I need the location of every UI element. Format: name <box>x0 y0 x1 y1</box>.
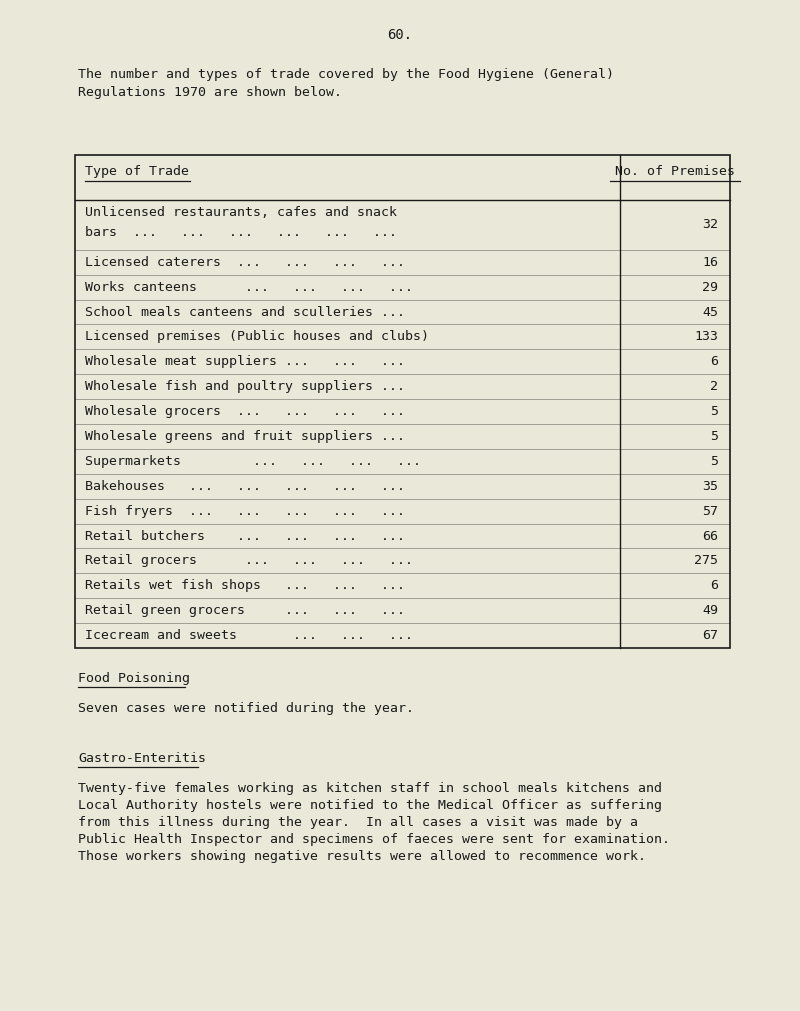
Text: Unlicensed restaurants, cafes and snack: Unlicensed restaurants, cafes and snack <box>85 206 397 219</box>
Text: No. of Premises: No. of Premises <box>615 165 735 178</box>
Text: Wholesale meat suppliers ...   ...   ...: Wholesale meat suppliers ... ... ... <box>85 355 405 368</box>
Text: Works canteens      ...   ...   ...   ...: Works canteens ... ... ... ... <box>85 281 413 293</box>
Text: Twenty-five females working as kitchen staff in school meals kitchens and: Twenty-five females working as kitchen s… <box>78 782 662 795</box>
Text: Type of Trade: Type of Trade <box>85 165 189 178</box>
Text: 6: 6 <box>710 579 718 592</box>
Text: 5: 5 <box>710 430 718 443</box>
Text: Public Health Inspector and specimens of faeces were sent for examination.: Public Health Inspector and specimens of… <box>78 833 670 846</box>
Text: 67: 67 <box>702 629 718 642</box>
Text: Food Poisoning: Food Poisoning <box>78 672 190 685</box>
Text: bars  ...   ...   ...   ...   ...   ...: bars ... ... ... ... ... ... <box>85 225 397 239</box>
Text: 275: 275 <box>694 554 718 567</box>
Text: Wholesale grocers  ...   ...   ...   ...: Wholesale grocers ... ... ... ... <box>85 405 405 419</box>
Text: 49: 49 <box>702 605 718 617</box>
Text: 57: 57 <box>702 504 718 518</box>
Text: School meals canteens and sculleries ...: School meals canteens and sculleries ... <box>85 305 405 318</box>
Text: Fish fryers  ...   ...   ...   ...   ...: Fish fryers ... ... ... ... ... <box>85 504 405 518</box>
Text: 45: 45 <box>702 305 718 318</box>
Text: Wholesale fish and poultry suppliers ...: Wholesale fish and poultry suppliers ... <box>85 380 405 393</box>
Text: Bakehouses   ...   ...   ...   ...   ...: Bakehouses ... ... ... ... ... <box>85 480 405 492</box>
Text: 35: 35 <box>702 480 718 492</box>
Text: Icecream and sweets       ...   ...   ...: Icecream and sweets ... ... ... <box>85 629 413 642</box>
Text: 29: 29 <box>702 281 718 293</box>
Text: Retails wet fish shops   ...   ...   ...: Retails wet fish shops ... ... ... <box>85 579 405 592</box>
Bar <box>75 155 730 648</box>
Text: Gastro-Enteritis: Gastro-Enteritis <box>78 752 206 765</box>
Text: from this illness during the year.  In all cases a visit was made by a: from this illness during the year. In al… <box>78 816 638 829</box>
Text: Licensed caterers  ...   ...   ...   ...: Licensed caterers ... ... ... ... <box>85 256 405 269</box>
Text: 2: 2 <box>710 380 718 393</box>
Text: 5: 5 <box>710 455 718 468</box>
Text: 6: 6 <box>710 355 718 368</box>
Text: Licensed premises (Public houses and clubs): Licensed premises (Public houses and clu… <box>85 331 429 344</box>
Text: Seven cases were notified during the year.: Seven cases were notified during the yea… <box>78 702 414 715</box>
Text: 16: 16 <box>702 256 718 269</box>
Text: Retail green grocers     ...   ...   ...: Retail green grocers ... ... ... <box>85 605 405 617</box>
Text: 66: 66 <box>702 530 718 543</box>
Text: Retail butchers    ...   ...   ...   ...: Retail butchers ... ... ... ... <box>85 530 405 543</box>
Text: Regulations 1970 are shown below.: Regulations 1970 are shown below. <box>78 86 342 99</box>
Text: The number and types of trade covered by the Food Hygiene (General): The number and types of trade covered by… <box>78 68 614 81</box>
Text: 133: 133 <box>694 331 718 344</box>
Text: 60.: 60. <box>387 28 413 42</box>
Text: 32: 32 <box>702 218 718 232</box>
Text: Wholesale greens and fruit suppliers ...: Wholesale greens and fruit suppliers ... <box>85 430 405 443</box>
Text: Local Authority hostels were notified to the Medical Officer as suffering: Local Authority hostels were notified to… <box>78 799 662 812</box>
Text: 5: 5 <box>710 405 718 419</box>
Text: Retail grocers      ...   ...   ...   ...: Retail grocers ... ... ... ... <box>85 554 413 567</box>
Text: Supermarkets         ...   ...   ...   ...: Supermarkets ... ... ... ... <box>85 455 421 468</box>
Text: Those workers showing negative results were allowed to recommence work.: Those workers showing negative results w… <box>78 850 646 863</box>
